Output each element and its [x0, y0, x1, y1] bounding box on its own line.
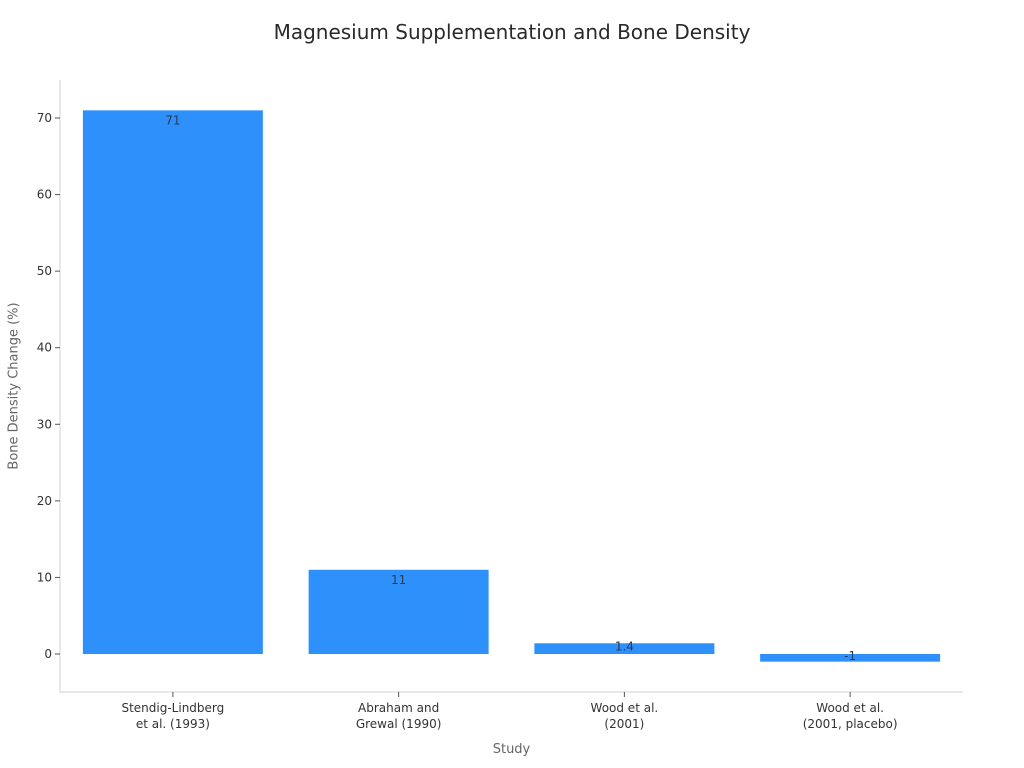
- bar-value-label: -1: [844, 649, 856, 663]
- x-axis-label: Study: [492, 742, 531, 757]
- y-tick-label: 30: [37, 417, 52, 431]
- bar: [308, 569, 489, 654]
- y-tick-label: 40: [37, 341, 52, 355]
- bar-value-label: 11: [391, 573, 406, 587]
- bar: [82, 110, 263, 655]
- bar: [760, 654, 941, 662]
- y-tick-label: 70: [37, 111, 52, 125]
- x-tick-label: Wood et al.: [816, 701, 884, 715]
- chart-title: Magnesium Supplementation and Bone Densi…: [273, 20, 751, 44]
- bar-value-label: 1.4: [615, 640, 634, 654]
- y-tick-label: 0: [44, 647, 52, 661]
- bar-value-label: 71: [165, 113, 180, 127]
- y-tick-label: 60: [37, 188, 52, 202]
- x-tick-label: Wood et al.: [591, 701, 659, 715]
- x-tick-label: Grewal (1990): [356, 717, 442, 731]
- y-tick-label: 20: [37, 494, 52, 508]
- x-tick-label: et al. (1993): [136, 717, 210, 731]
- y-tick-label: 50: [37, 264, 52, 278]
- x-tick-label: (2001): [604, 717, 644, 731]
- y-tick-label: 10: [37, 570, 52, 584]
- x-tick-label: Abraham and: [358, 701, 439, 715]
- x-tick-label: Stendig-Lindberg: [121, 701, 224, 715]
- x-tick-label: (2001, placebo): [803, 717, 898, 731]
- bar: [534, 643, 715, 654]
